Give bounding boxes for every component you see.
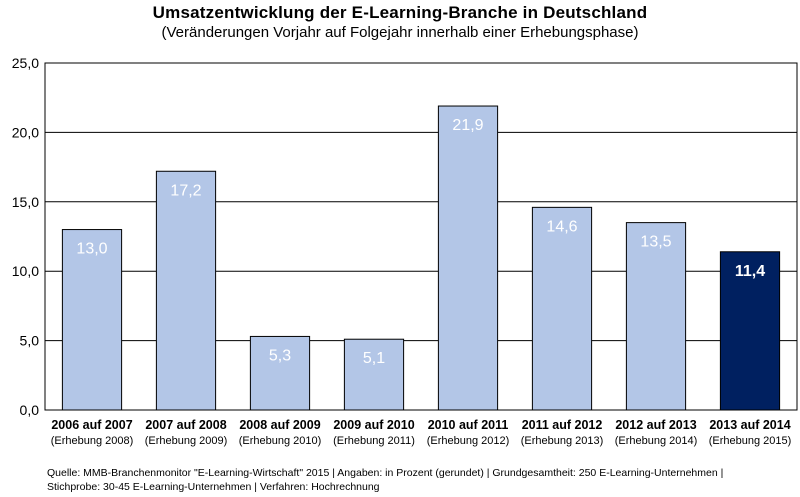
bar	[437, 105, 499, 411]
y-tick-label: 15,0	[12, 194, 39, 210]
y-tick-label: 10,0	[12, 263, 39, 279]
x-tick-label: 2007 auf 2008	[145, 418, 226, 432]
x-tick-label: 2010 auf 2011	[428, 418, 509, 432]
bar	[625, 222, 687, 411]
x-tick-label: 2013 auf 2014	[709, 418, 790, 432]
y-tick-label: 25,0	[12, 55, 39, 71]
data-label: 21,9	[452, 117, 483, 134]
source-note-line-1: Quelle: MMB-Branchenmonitor "E-Learning-…	[47, 467, 724, 479]
bar	[531, 206, 593, 411]
y-tick-label: 5,0	[20, 333, 40, 349]
x-tick-sublabel: (Erhebung 2015)	[709, 435, 792, 447]
x-tick-sublabel: (Erhebung 2012)	[427, 435, 510, 447]
x-tick-sublabel: (Erhebung 2011)	[333, 435, 415, 447]
chart-subtitle: (Veränderungen Vorjahr auf Folgejahr inn…	[161, 24, 639, 41]
data-label: 17,2	[170, 182, 201, 199]
x-tick-label: 2011 auf 2012	[522, 418, 603, 432]
x-tick-sublabel: (Erhebung 2010)	[239, 435, 322, 447]
data-label: 13,5	[640, 234, 671, 251]
source-note-line-2: Stichprobe: 30-45 E-Learning-Unternehmen…	[47, 481, 380, 493]
data-label: 13,0	[76, 241, 107, 258]
data-label: 14,6	[546, 218, 577, 235]
bar	[155, 170, 217, 411]
y-tick-label: 20,0	[12, 124, 39, 140]
data-label: 5,3	[269, 347, 291, 364]
chart-title: Umsatzentwicklung der E-Learning-Branche…	[152, 3, 648, 22]
y-tick-label: 0,0	[20, 402, 40, 418]
source-note: Quelle: MMB-Branchenmonitor "E-Learning-…	[47, 466, 723, 494]
x-tick-label: 2009 auf 2010	[333, 418, 414, 432]
plot-frame	[44, 62, 798, 411]
x-tick-label: 2012 auf 2013	[615, 418, 696, 432]
x-tick-label: 2008 auf 2009	[239, 418, 320, 432]
data-label: 5,1	[363, 350, 385, 367]
bar	[719, 251, 781, 411]
bar	[249, 335, 311, 411]
bar	[343, 338, 405, 411]
x-tick-label: 2006 auf 2007	[51, 418, 132, 432]
data-label: 11,4	[735, 263, 765, 280]
bar	[61, 229, 123, 411]
x-tick-sublabel: (Erhebung 2009)	[145, 435, 228, 447]
x-tick-sublabel: (Erhebung 2014)	[615, 435, 698, 447]
x-tick-sublabel: (Erhebung 2008)	[51, 435, 134, 447]
x-tick-sublabel: (Erhebung 2013)	[521, 435, 604, 447]
bar-chart: 0,0 5,0 10,0 15,0 20,0 25,0 13,0 2006 auf 2007 (…	[12, 55, 798, 447]
